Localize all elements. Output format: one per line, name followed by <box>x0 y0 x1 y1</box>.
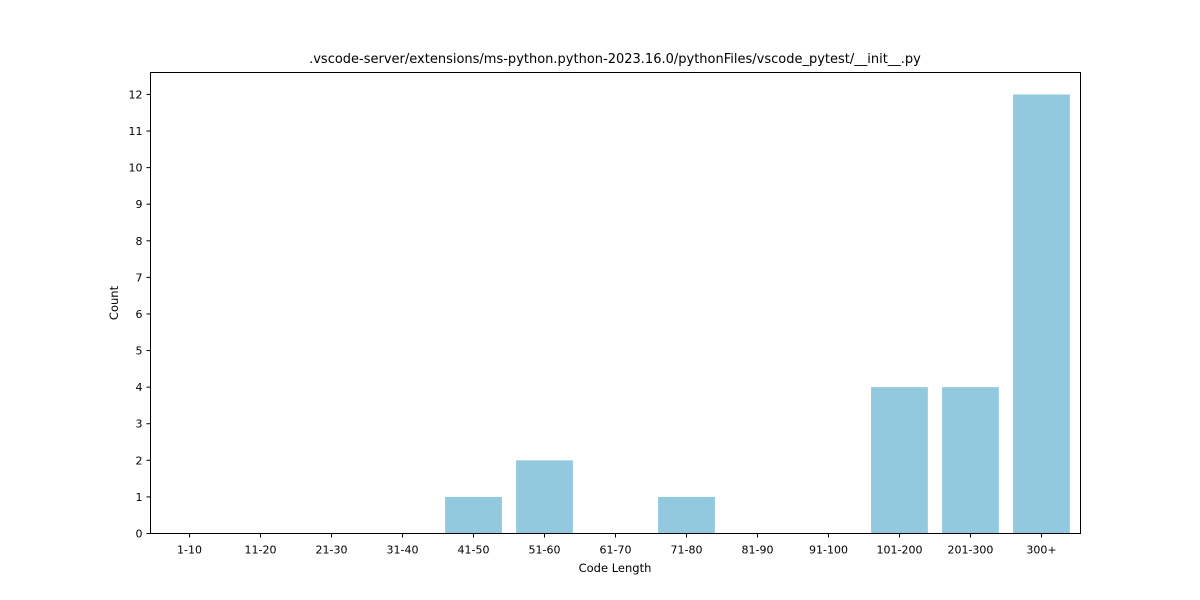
bar-51-60 <box>516 460 573 534</box>
y-tick-label: 12 <box>129 88 143 101</box>
chart-title: .vscode-server/extensions/ms-python.pyth… <box>309 52 921 67</box>
y-tick-label: 11 <box>129 125 143 138</box>
bar-71-80 <box>658 496 715 534</box>
x-tick-label: 61-70 <box>600 544 632 557</box>
x-tick-label: 41-50 <box>458 544 490 557</box>
plot-frame <box>150 72 1081 534</box>
bar-101-200 <box>871 387 928 534</box>
y-axis-label: Count <box>107 285 121 320</box>
bar-300+ <box>1013 94 1070 534</box>
y-tick-label: 7 <box>136 271 143 284</box>
x-tick-label: 11-20 <box>245 544 277 557</box>
y-tick-label: 8 <box>136 235 143 248</box>
x-tick-label: 31-40 <box>387 544 419 557</box>
y-tick-label: 4 <box>136 381 143 394</box>
x-tick-label: 300+ <box>1026 544 1056 557</box>
x-tick-label: 81-90 <box>742 544 774 557</box>
y-tick-label: 5 <box>136 345 143 358</box>
x-tick-label: 51-60 <box>529 544 561 557</box>
y-tick-label: 10 <box>129 162 143 175</box>
x-axis: 1-10 11-20 21-30 31-40 41-50 51-60 61-70 71-80 8… <box>177 533 1057 557</box>
x-tick-label: 201-300 <box>947 544 993 557</box>
y-tick-label: 2 <box>136 454 143 467</box>
x-tick-label: 101-200 <box>876 544 922 557</box>
y-tick-label: 0 <box>136 528 143 541</box>
y-tick-label: 6 <box>136 308 143 321</box>
bar-41-50 <box>445 496 502 534</box>
bars-group <box>445 94 1070 534</box>
y-tick-label: 1 <box>136 491 143 504</box>
x-tick-label: 21-30 <box>316 544 348 557</box>
x-tick-label: 71-80 <box>671 544 703 557</box>
x-tick-label: 1-10 <box>177 544 202 557</box>
x-axis-label: Code Length <box>579 561 652 575</box>
bar-201-300 <box>942 387 999 534</box>
y-tick-label: 9 <box>136 198 143 211</box>
x-tick-label: 91-100 <box>809 544 848 557</box>
y-tick-label: 3 <box>136 418 143 431</box>
